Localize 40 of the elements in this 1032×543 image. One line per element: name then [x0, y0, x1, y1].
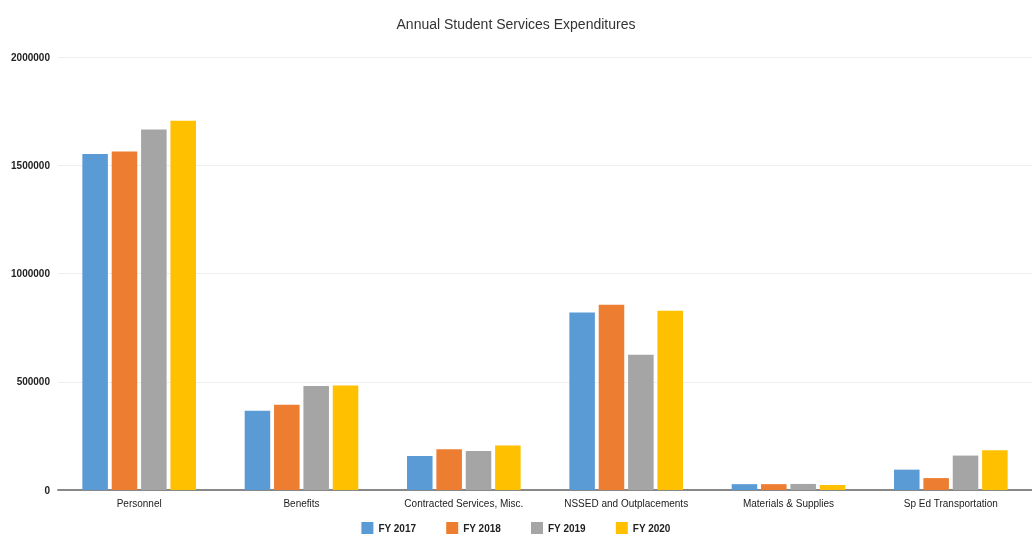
- legend-label: FY 2017: [378, 522, 417, 534]
- y-tick-label: 500000: [16, 376, 51, 388]
- y-tick-label: 1000000: [11, 268, 51, 279]
- bar: [790, 483, 816, 490]
- bar: [761, 484, 787, 490]
- legend-label: FY 2018: [463, 522, 502, 534]
- bar: [569, 312, 595, 490]
- bar: [407, 456, 433, 490]
- x-tick-label: Benefits: [283, 497, 320, 509]
- bar: [244, 410, 271, 490]
- bar: [657, 310, 683, 490]
- bar: [303, 386, 329, 490]
- y-tick-label: 0: [44, 484, 51, 496]
- bar: [598, 304, 625, 490]
- bar: [819, 485, 846, 490]
- bar: [731, 484, 758, 490]
- bar: [982, 450, 1008, 490]
- x-tick-label: Contracted Services, Misc.: [404, 497, 524, 509]
- bar: [274, 404, 300, 490]
- bar: [465, 451, 492, 490]
- bar: [495, 445, 521, 490]
- x-tick-label: Sp Ed Transportation: [903, 497, 998, 509]
- bar: [952, 455, 979, 490]
- chart-title: Annual Student Services Expenditures: [396, 16, 636, 32]
- bar: [170, 120, 196, 490]
- y-tick-label: 1500000: [11, 159, 51, 171]
- x-tick-label: NSSED and Outplacements: [564, 497, 689, 509]
- legend-label: FY 2020: [632, 522, 671, 534]
- bar: [332, 385, 359, 490]
- bar: [628, 354, 654, 490]
- y-tick-label: 2000000: [11, 51, 51, 63]
- x-tick-label: Personnel: [116, 497, 162, 509]
- legend-label: FY 2019: [548, 522, 587, 534]
- bar: [436, 449, 462, 490]
- bar: [141, 129, 167, 490]
- bar: [111, 151, 138, 490]
- bar: [82, 153, 108, 490]
- bar: [923, 478, 949, 490]
- bar: [894, 469, 920, 490]
- x-tick-label: Materials & Supplies: [742, 497, 835, 509]
